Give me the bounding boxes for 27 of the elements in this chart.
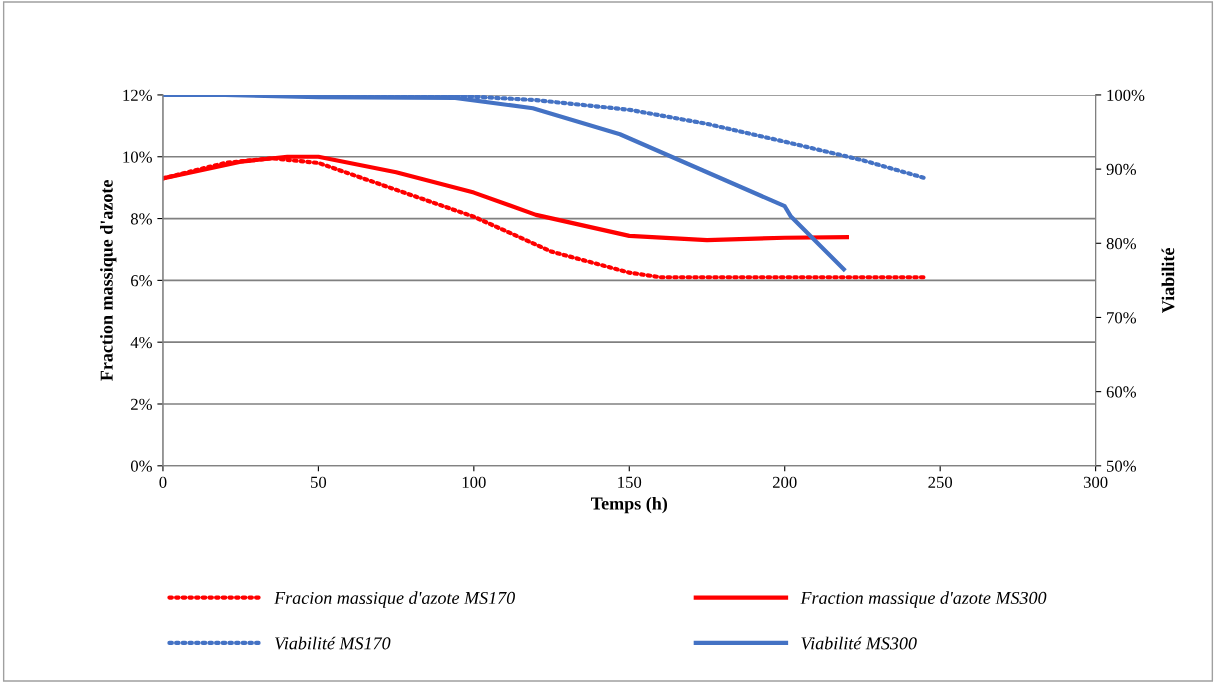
- y-tick-label: 2%: [131, 398, 152, 410]
- x-tick-label: 250: [928, 476, 953, 488]
- y2-tick-label: 50%: [1107, 460, 1137, 472]
- y2-axis-title: Viabilité: [1161, 248, 1175, 313]
- y2-tick-label: 70%: [1107, 312, 1137, 324]
- x-tick-label: 50: [311, 476, 327, 488]
- legend-label: Fracion massique d'azote MS170: [274, 591, 515, 608]
- x-tick-label: 0: [159, 476, 167, 488]
- y2-tick-label: 60%: [1106, 386, 1137, 398]
- y-tick-label: 12%: [123, 89, 152, 101]
- y2-tick-label: 100%: [1107, 89, 1145, 101]
- legend-label: Fraction massique d'azote MS300: [800, 591, 1047, 608]
- x-tick-label: 200: [772, 476, 797, 488]
- x-tick-label: 300: [1083, 476, 1108, 488]
- y2-tick-label: 90%: [1106, 163, 1137, 176]
- legend-label: Viabilité MS170: [275, 636, 391, 650]
- x-tick-label: 150: [618, 476, 642, 488]
- y-tick-label: 8%: [130, 213, 152, 225]
- x-axis-title: Temps (h): [591, 496, 668, 514]
- x-tick-label: 100: [462, 476, 486, 488]
- y-tick-label: 4%: [130, 336, 152, 349]
- legend-label: Viabilité MS300: [801, 636, 917, 650]
- y2-tick-label: 80%: [1106, 237, 1137, 250]
- y-axis-title: Fraction massique d'azote: [100, 180, 117, 381]
- y-tick-label: 10%: [123, 151, 152, 163]
- y-tick-label: 6%: [131, 275, 152, 287]
- y-tick-label: 0%: [130, 460, 152, 472]
